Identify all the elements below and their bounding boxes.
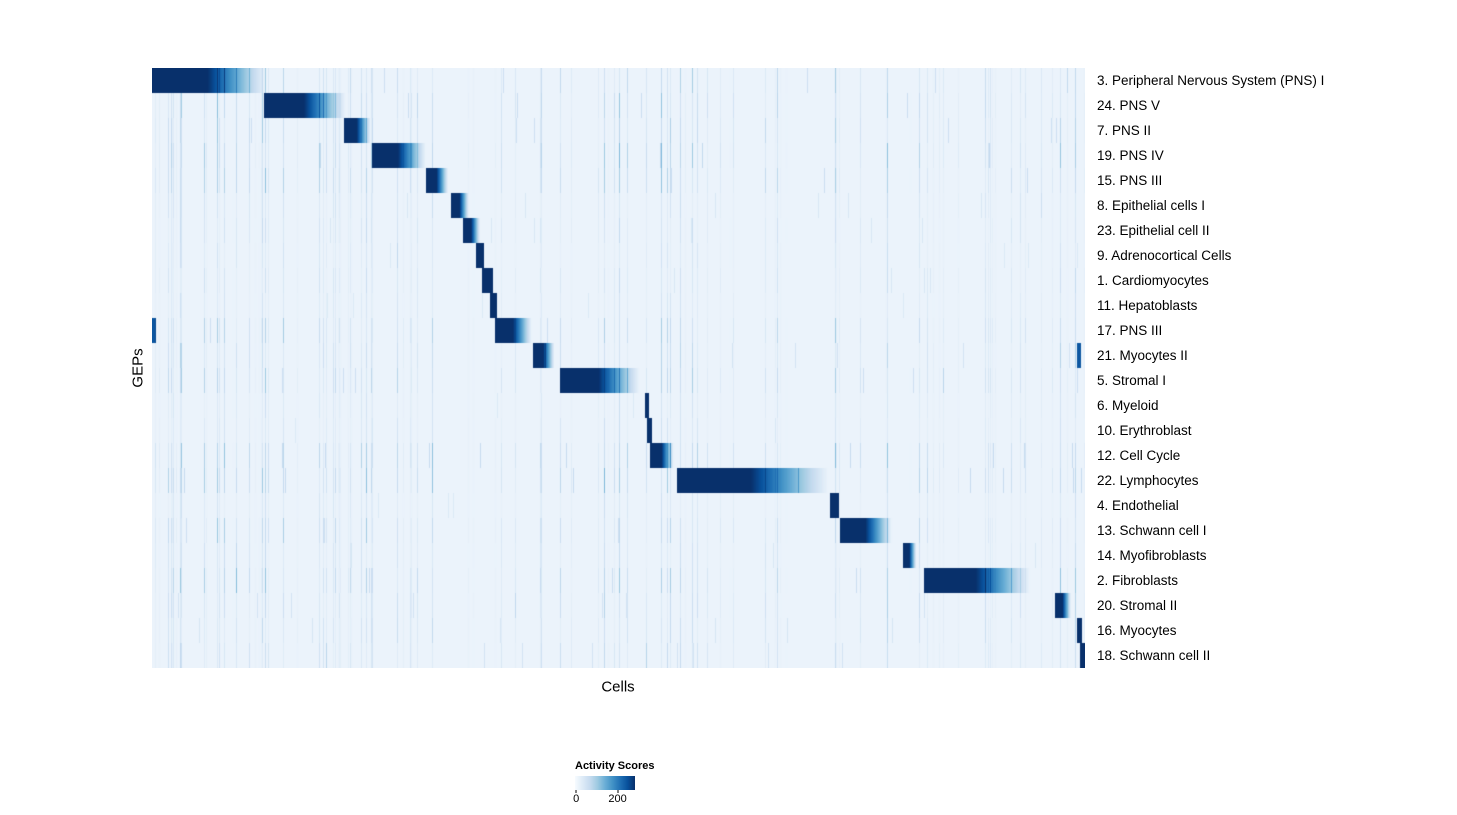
row-label: 13. Schwann cell I [1097, 523, 1207, 538]
row-label: 22. Lymphocytes [1097, 473, 1199, 488]
row-label: 17. PNS III [1097, 323, 1163, 338]
row-label: 2. Fibroblasts [1097, 573, 1179, 588]
row-label: 4. Endothelial [1097, 498, 1179, 513]
legend-ticks: 0 200 [573, 790, 635, 806]
row-label: 10. Erythroblast [1097, 423, 1192, 438]
row-label: 1. Cardiomyocytes [1097, 273, 1209, 288]
legend-min-label: 0 [573, 793, 580, 805]
row-label: 3. Peripheral Nervous System (PNS) I [1097, 73, 1325, 88]
y-axis-label: GEPs [129, 348, 147, 388]
legend-title: Activity Scores [575, 760, 655, 772]
row-label: 24. PNS V [1097, 98, 1161, 113]
row-label: 11. Hepatoblasts [1097, 298, 1198, 313]
row-label: 14. Myofibroblasts [1097, 548, 1207, 563]
legend-tick-min [575, 790, 577, 793]
x-axis-label: Cells [601, 678, 635, 696]
row-label: 18. Schwann cell II [1097, 648, 1211, 663]
row-labels: 3. Peripheral Nervous System (PNS) I 24. … [1097, 68, 1437, 668]
row-label: 8. Epithelial cells I [1097, 198, 1206, 213]
row-label: 19. PNS IV [1097, 148, 1164, 163]
row-label: 12. Cell Cycle [1097, 448, 1181, 463]
row-label: 23. Epithelial cell II [1097, 223, 1210, 238]
colorbar-legend: Activity Scores 0 200 [573, 760, 695, 806]
row-label: 7. PNS II [1097, 123, 1152, 138]
legend-tick-max [617, 790, 619, 793]
row-label: 5. Stromal I [1097, 373, 1167, 388]
legend-max-label: 200 [608, 793, 627, 805]
row-label: 9. Adrenocortical Cells [1097, 248, 1232, 263]
row-label: 20. Stromal II [1097, 598, 1178, 613]
heatmap-canvas [152, 68, 1085, 668]
row-label: 16. Myocytes [1097, 623, 1177, 638]
row-label: 6. Myeloid [1097, 398, 1159, 413]
row-label: 21. Myocytes II [1097, 348, 1188, 363]
colorbar-gradient [575, 776, 635, 790]
row-label: 15. PNS III [1097, 173, 1163, 188]
